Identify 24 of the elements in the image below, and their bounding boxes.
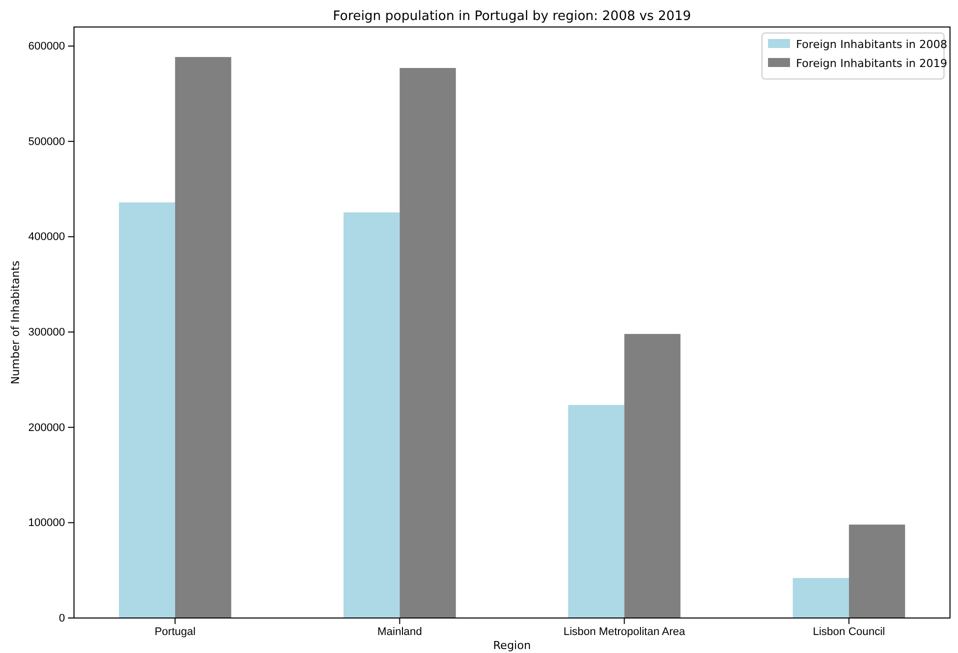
x-axis-title: Region [493, 639, 531, 652]
y-axis-title: Number of Inhabitants [9, 260, 22, 384]
bar [344, 212, 400, 618]
bar [568, 404, 624, 618]
x-tick-label: Portugal [154, 626, 196, 638]
y-tick-label: 200000 [28, 422, 65, 434]
legend-label: Foreign Inhabitants in 2019 [796, 57, 948, 70]
bar [848, 524, 906, 618]
x-tick-label: Lisbon Council [812, 626, 885, 638]
legend-label: Foreign Inhabitants in 2008 [796, 38, 948, 51]
bar [400, 68, 456, 618]
x-tick-label: Lisbon Metropolitan Area [563, 626, 686, 638]
y-tick-label: 600000 [28, 40, 65, 53]
y-tick-label: 400000 [28, 231, 65, 244]
bar [792, 578, 849, 618]
chart-title: Foreign population in Portugal by region: 2008 vs 2019 [332, 9, 692, 24]
bar [624, 334, 680, 618]
y-tick-label: 500000 [28, 136, 65, 148]
bar [118, 202, 176, 618]
y-tick-label: 100000 [28, 517, 65, 530]
y-tick-label: 300000 [28, 326, 65, 339]
x-tick-label: Mainland [377, 626, 422, 638]
bar [175, 57, 232, 618]
y-tick-label: 0 [58, 612, 65, 625]
